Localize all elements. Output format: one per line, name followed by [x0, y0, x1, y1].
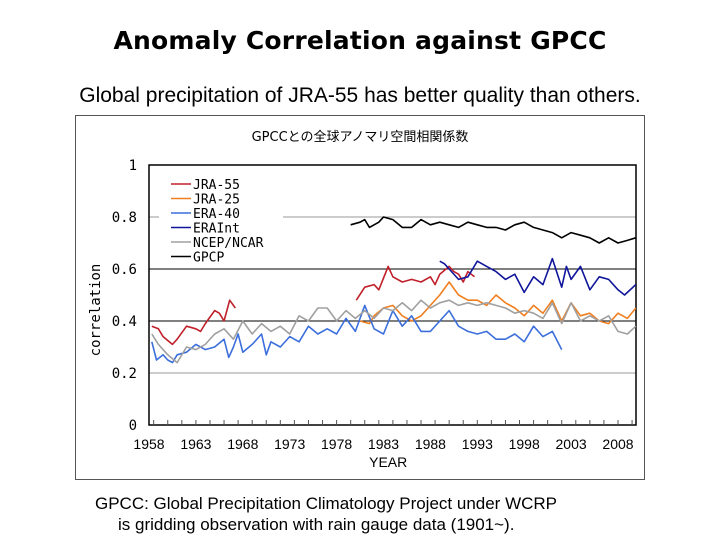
- x-tick-label: 1968: [227, 436, 258, 452]
- x-tick-label: 1988: [415, 436, 446, 452]
- chart-image: GPCCとの全球アノマリ空間相関係数 0 0.2 0.4 0.6 0.8 1 1958 1963…: [75, 115, 645, 480]
- legend-label: NCEP/NCAR: [193, 236, 264, 251]
- x-tick-label: 1998: [509, 436, 540, 452]
- x-tick-label: 1983: [368, 436, 399, 452]
- y-tick-label: 0.6: [112, 262, 137, 278]
- x-tick-label: 2008: [602, 436, 633, 452]
- y-tick-label: 0.4: [112, 314, 137, 330]
- slide-subtitle: Global precipitation of JRA-55 has bette…: [79, 84, 641, 107]
- x-tick-label: 1993: [462, 436, 493, 452]
- chart-title: GPCCとの全球アノマリ空間相関係数: [252, 129, 469, 145]
- legend-label: JRA-25: [193, 193, 240, 208]
- legend-label: ERAInt: [193, 222, 240, 237]
- slide-title: Anomaly Correlation against GPCC: [113, 26, 607, 55]
- x-tick-label: 1958: [133, 436, 164, 452]
- x-tick-label: 1978: [321, 436, 352, 452]
- y-axis-label: correlation: [88, 264, 104, 357]
- x-axis-label: YEAR: [369, 454, 407, 470]
- series-line-jra-55: [355, 265, 475, 301]
- legend-label: GPCP: [193, 251, 224, 266]
- series-line-gpcp: [350, 216, 637, 244]
- footer-note-line1: GPCC: Global Precipitation Climatology P…: [95, 494, 558, 513]
- series-line-eraint: [439, 257, 637, 296]
- y-tick-label: 1: [129, 158, 137, 174]
- x-tick-label: 2003: [556, 436, 587, 452]
- legend-box: [159, 175, 283, 267]
- legend-label: ERA-40: [193, 207, 240, 222]
- series-line-jra-55: [151, 299, 236, 346]
- y-tick-label: 0.2: [112, 366, 137, 382]
- footer-note-line2: is gridding observation with rain gauge …: [118, 515, 515, 534]
- series-line-ncep-ncar: [151, 299, 637, 364]
- y-tick-label: 0.8: [112, 210, 137, 226]
- line-chart: GPCCとの全球アノマリ空間相関係数 0 0.2 0.4 0.6 0.8 1 1958 1963…: [88, 129, 637, 470]
- y-tick-label: 0: [129, 418, 137, 434]
- x-tick-label: 1973: [274, 436, 305, 452]
- legend-label: JRA-55: [193, 178, 240, 193]
- series-line-era-40: [151, 304, 563, 364]
- x-tick-label: 1963: [180, 436, 211, 452]
- series-line-jra-25: [359, 281, 637, 325]
